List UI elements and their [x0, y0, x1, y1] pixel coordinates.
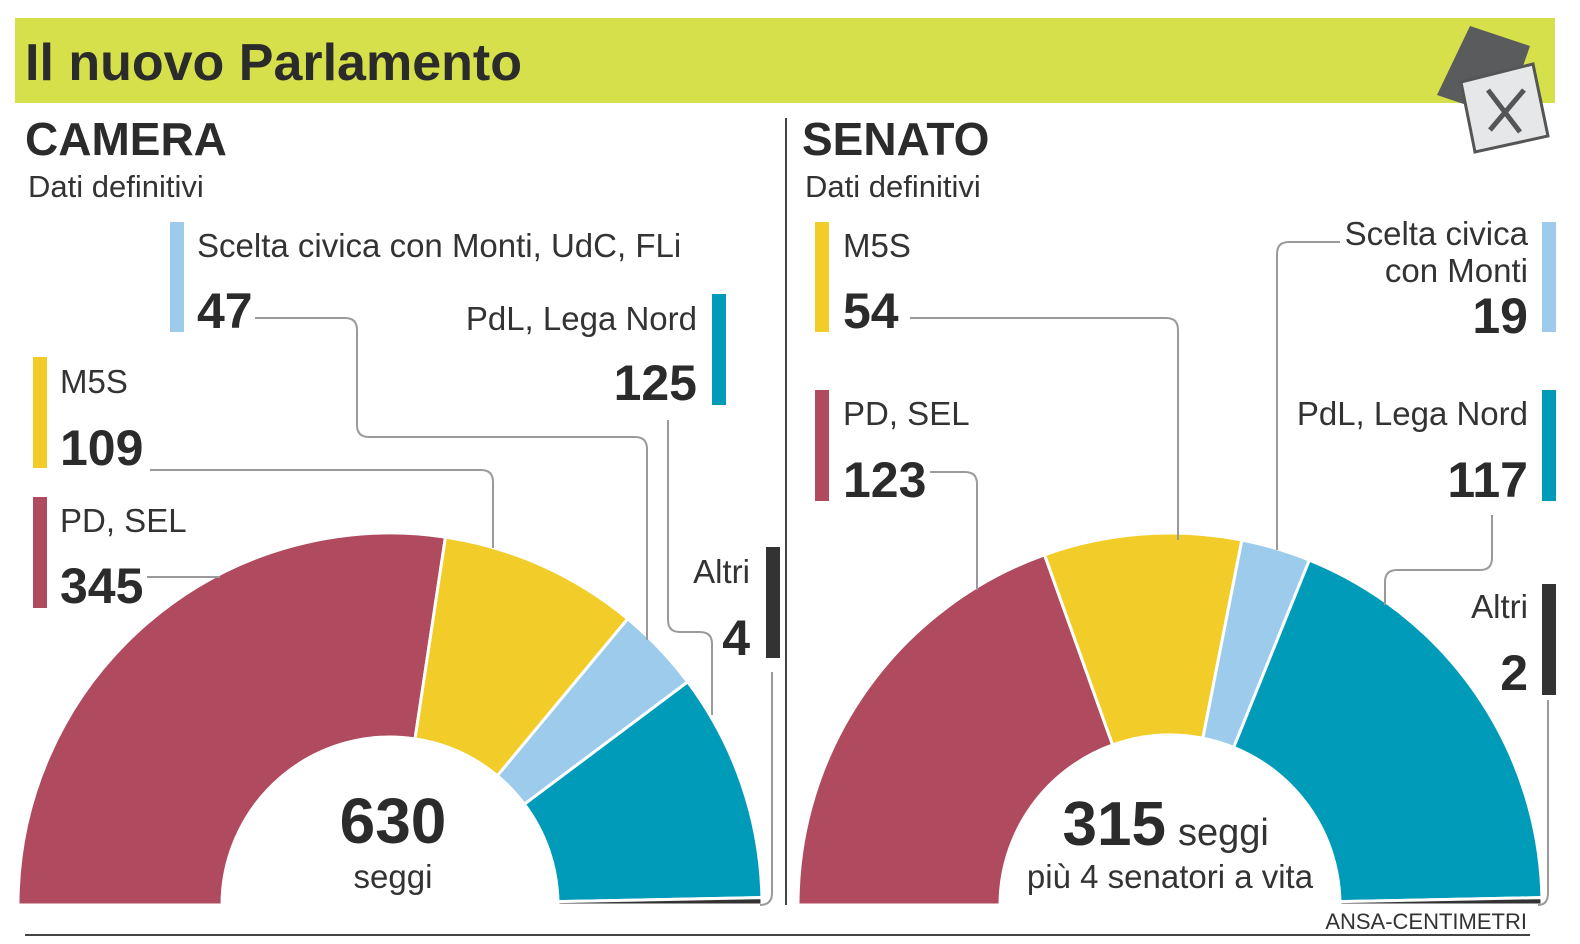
value: 125: [614, 355, 697, 411]
senato-title: SENATO: [802, 113, 989, 165]
label: PdL, Lega Nord: [466, 300, 697, 337]
legend-swatch: [33, 497, 47, 608]
label: PD, SEL: [843, 395, 970, 432]
senato-total-label: seggi: [1178, 812, 1269, 854]
source-credit: ANSA-CENTIMETRI: [1325, 909, 1527, 934]
label-line-2: con Monti: [1385, 252, 1528, 289]
senato-label-altri: Altri 2: [1471, 584, 1556, 701]
senato-label-pdl: PdL, Lega Nord 117: [1297, 390, 1556, 508]
senato-leader-lines: [910, 241, 1549, 906]
legend-swatch: [766, 547, 780, 658]
value: 117: [1447, 452, 1528, 508]
value: 109: [60, 420, 143, 476]
legend-swatch: [712, 294, 726, 405]
senato-label-m5s: M5S 54: [815, 222, 911, 339]
senato-subtitle: Dati definitivi: [805, 169, 981, 204]
legend-swatch: [1542, 584, 1556, 695]
senato-half-donut: [796, 531, 1544, 907]
legend-swatch: [815, 222, 829, 332]
label: Altri: [1471, 588, 1528, 625]
page-title: Il nuovo Parlamento: [25, 34, 522, 92]
header-bar: [15, 18, 1555, 103]
camera-total: 630: [340, 785, 447, 857]
camera-subtitle: Dati definitivi: [28, 169, 204, 204]
camera-half-donut: [16, 531, 764, 907]
camera-label-altri: Altri 4: [693, 547, 780, 666]
senato-total: 315: [1063, 790, 1166, 859]
legend-swatch: [1542, 390, 1556, 501]
slice-altri: [556, 896, 764, 907]
value: 2: [1500, 645, 1528, 701]
legend-swatch: [33, 357, 47, 468]
camera-leader-lines: [147, 317, 773, 906]
slice-pdl-lega-nord: [1231, 558, 1544, 904]
value: 47: [197, 283, 253, 339]
value: 345: [60, 558, 143, 614]
label: PD, SEL: [60, 502, 187, 539]
value: 54: [843, 283, 899, 339]
ballot-box-icon: [1437, 26, 1550, 154]
label: Altri: [693, 553, 750, 590]
senato-label-pd: PD, SEL 123: [815, 390, 970, 508]
slice-pd-sel: [16, 531, 448, 907]
label-line-1: Scelta civica: [1345, 215, 1529, 252]
camera-label-scelta: Scelta civica con Monti, UdC, FLi 47: [170, 222, 681, 339]
camera-title: CAMERA: [25, 113, 227, 165]
label: PdL, Lega Nord: [1297, 395, 1528, 432]
legend-swatch: [815, 390, 829, 501]
label: Scelta civica con Monti, UdC, FLi: [197, 227, 681, 264]
label: M5S: [843, 227, 911, 264]
value: 19: [1472, 288, 1528, 344]
slice-pdl-lega-nord: [522, 679, 764, 904]
label: M5S: [60, 363, 128, 400]
camera-label-pdl: PdL, Lega Nord 125: [466, 294, 726, 411]
senato-note: più 4 senatori a vita: [1027, 858, 1314, 895]
legend-swatch: [170, 222, 184, 332]
slice-pd-sel: [796, 552, 1115, 907]
camera-label-m5s: M5S 109: [33, 357, 143, 476]
legend-swatch: [1542, 222, 1556, 332]
camera-label-pd: PD, SEL 345: [33, 497, 187, 614]
slice-altri: [1338, 896, 1544, 907]
value: 123: [843, 452, 926, 508]
camera-total-label: seggi: [354, 858, 433, 895]
senato-label-scelta: Scelta civica con Monti 19: [1345, 215, 1556, 344]
value: 4: [722, 610, 750, 666]
